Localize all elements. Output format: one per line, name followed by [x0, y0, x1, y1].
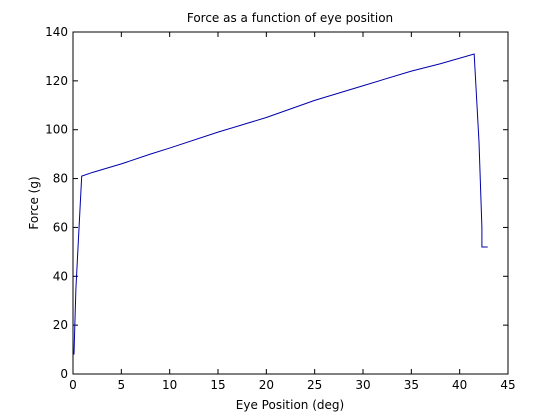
x-tick-label: 10 — [162, 378, 177, 392]
series-line — [73, 53, 488, 355]
y-tick-label: 120 — [45, 74, 68, 88]
x-tick-label: 35 — [404, 378, 419, 392]
x-tick-label: 0 — [69, 378, 77, 392]
y-tick-label: 40 — [53, 269, 68, 283]
y-tick-label: 140 — [45, 25, 68, 39]
y-tick-label: 0 — [60, 367, 68, 381]
y-tick-label: 20 — [53, 318, 68, 332]
x-axis-title: Eye Position (deg) — [236, 398, 344, 412]
x-tick-label: 45 — [500, 378, 515, 392]
x-tick-label: 15 — [210, 378, 225, 392]
y-axis-title: Force (g) — [27, 176, 41, 229]
x-tick-label: 25 — [307, 378, 322, 392]
y-tick-label: 80 — [53, 172, 68, 186]
x-tick-label: 40 — [452, 378, 467, 392]
plot-area — [72, 31, 509, 375]
x-tick-label: 20 — [259, 378, 274, 392]
ticks: 0 5 10 15 20 25 30 35 40 45 0 20 40 60 80 100 120 140 — [45, 25, 516, 392]
chart-title: Force as a function of eye position — [187, 11, 393, 25]
x-tick-label: 30 — [355, 378, 370, 392]
y-tick-label: 60 — [53, 220, 68, 234]
series-group — [73, 53, 488, 355]
y-tick-label: 100 — [45, 123, 68, 137]
x-tick-label: 5 — [118, 378, 126, 392]
